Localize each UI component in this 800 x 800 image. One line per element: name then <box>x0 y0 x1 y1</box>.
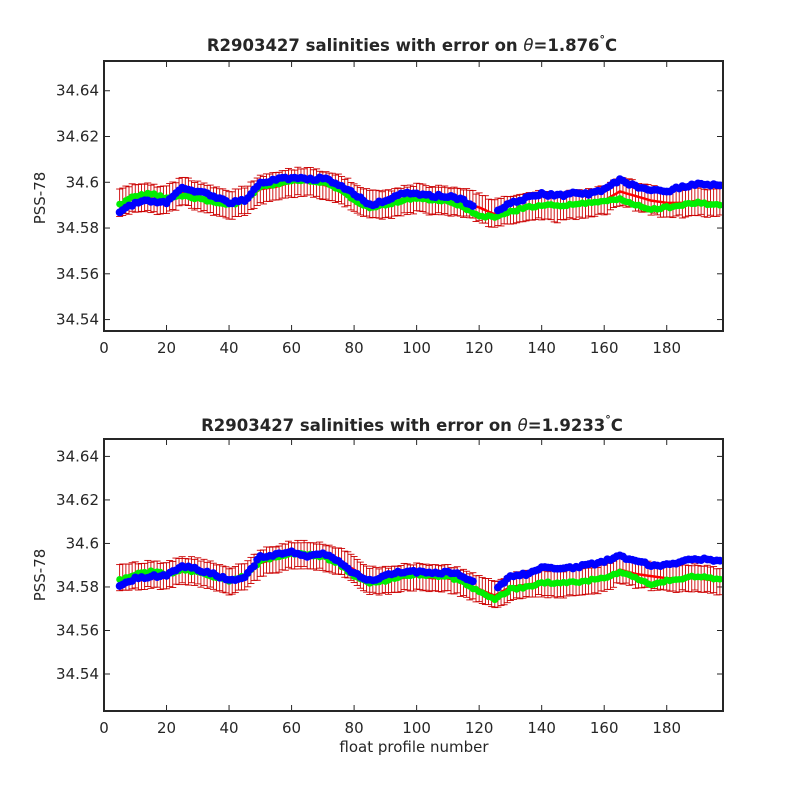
y-tick-label: 34.64 <box>56 82 99 100</box>
x-axis-label: float profile number <box>339 738 489 756</box>
top-panel-ticks: 0 20 40 60 80 100 120 140 160 180 34.54 34.56 34.58 3… <box>56 61 723 357</box>
bottom-panel-ticks: 0 20 40 60 80 100 120 140 160 180 34.54 34.56 34.58 3… <box>56 439 723 737</box>
y-tick-label: 34.6 <box>66 173 99 191</box>
bottom-panel-plot-area <box>115 539 722 609</box>
x-tick-label: 160 <box>590 719 619 737</box>
x-tick-label: 40 <box>220 339 239 357</box>
title-unit: C <box>611 416 623 435</box>
y-tick-label: 34.6 <box>66 534 99 552</box>
x-tick-label: 180 <box>652 339 681 357</box>
x-tick-label: 180 <box>652 719 681 737</box>
title-value: =1.876 <box>534 36 600 55</box>
x-tick-label: 0 <box>99 339 109 357</box>
calibrated-salinity-point <box>716 575 722 583</box>
calibrated-salinity-point <box>716 201 722 209</box>
x-tick-label: 20 <box>157 719 176 737</box>
bottom-panel: R2903427 salinities with error on θ=1.92… <box>31 413 724 756</box>
observed-salinity-point <box>468 577 477 586</box>
y-tick-label: 34.56 <box>56 621 99 639</box>
x-tick-label: 120 <box>465 719 494 737</box>
top-panel-title: R2903427 salinities with error on θ=1.87… <box>207 33 617 55</box>
y-tick-label: 34.62 <box>56 491 99 509</box>
title-text: R2903427 salinities with error on <box>207 36 524 55</box>
x-tick-label: 80 <box>345 719 364 737</box>
theta-symbol: θ <box>523 36 533 55</box>
x-tick-label: 120 <box>465 339 494 357</box>
degree-symbol: ° <box>605 413 611 426</box>
y-tick-label: 34.54 <box>56 311 99 329</box>
x-tick-label: 40 <box>220 719 239 737</box>
x-tick-label: 60 <box>282 339 301 357</box>
y-tick-label: 34.64 <box>56 447 99 465</box>
top-panel-axes-frame <box>103 60 724 332</box>
observed-salinity-point <box>250 562 258 571</box>
y-tick-label: 34.58 <box>56 219 99 237</box>
x-tick-label: 160 <box>590 339 619 357</box>
title-text: R2903427 salinities with error on <box>201 416 518 435</box>
x-tick-label: 20 <box>157 339 176 357</box>
title-value: =1.9233 <box>528 416 606 435</box>
x-tick-label: 0 <box>99 719 109 737</box>
y-axis-label: PSS-78 <box>31 172 49 225</box>
y-axis-label: PSS-78 <box>31 549 49 602</box>
observed-salinity-point <box>468 202 477 210</box>
y-tick-label: 34.54 <box>56 665 99 683</box>
y-tick-label: 34.62 <box>56 128 99 146</box>
theta-symbol: θ <box>518 416 528 435</box>
bottom-panel-axes-frame <box>103 438 724 712</box>
y-tick-label: 34.56 <box>56 265 99 283</box>
x-tick-label: 140 <box>527 339 556 357</box>
x-tick-label: 140 <box>527 719 556 737</box>
degree-symbol: ° <box>600 33 606 46</box>
x-tick-label: 60 <box>282 719 301 737</box>
x-tick-label: 80 <box>345 339 364 357</box>
x-tick-label: 100 <box>402 719 431 737</box>
title-unit: C <box>605 36 617 55</box>
observed-salinity-point <box>715 556 722 565</box>
bottom-panel-title: R2903427 salinities with error on θ=1.92… <box>201 413 623 435</box>
top-panel: R2903427 salinities with error on θ=1.87… <box>31 33 724 357</box>
top-panel-plot-area <box>115 166 722 228</box>
x-tick-label: 100 <box>402 339 431 357</box>
observed-salinity-point <box>715 181 722 190</box>
y-tick-label: 34.58 <box>56 578 99 596</box>
